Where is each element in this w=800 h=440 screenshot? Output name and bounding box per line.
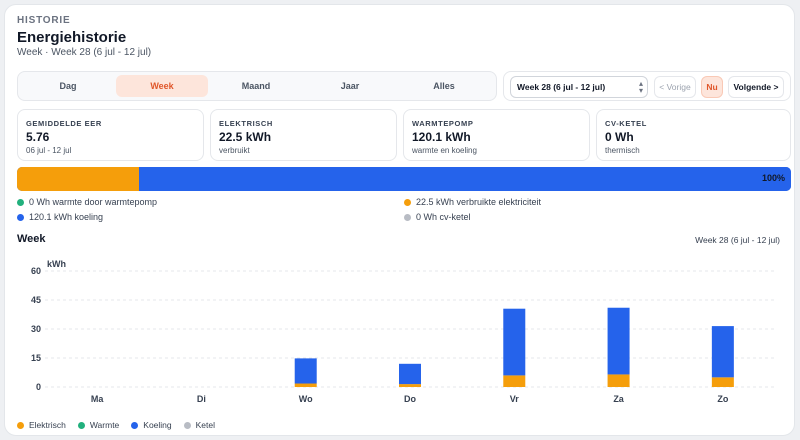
tab-dag[interactable]: Dag [59, 81, 77, 91]
stat-sub: warmte en koeling [412, 146, 477, 155]
summary-legend-electric: 22.5 kWh verbruikte elektriciteit [404, 197, 541, 207]
stat-value: 0 Wh [605, 130, 634, 144]
share-percent: 100% [761, 173, 785, 183]
legend-dot [77, 421, 85, 429]
x-tick-label: Vr [510, 394, 520, 404]
y-tick-label: 15 [31, 353, 41, 363]
legend-label: Koeling [143, 420, 172, 430]
legend-label: Ketel [195, 420, 216, 430]
energy-share-bar: 100% [17, 167, 791, 191]
section-eyebrow: HISTORIE [17, 15, 71, 26]
weekly-energy-chart: 0 15 30 45 60 kWh Ma Di Wo Do Vr Za Zo [31, 259, 775, 404]
bar-elektrisch-vr [503, 375, 526, 387]
now-button[interactable]: Nu [701, 76, 723, 98]
share-segment-electric [17, 167, 140, 191]
summary-legend-text: 0 Wh warmte door warmtepomp [29, 197, 158, 207]
summary-legend-heat: 0 Wh warmte door warmtepomp [17, 197, 157, 207]
legend-dot [404, 198, 411, 206]
stat-card-cv-ketel: CV-KETEL 0 Wh thermisch [596, 109, 791, 161]
period-select[interactable]: Week 28 (6 jul - 12 jul) ▴ ▾ [510, 76, 648, 98]
stat-label: CV-KETEL [605, 119, 647, 128]
y-tick-label: 0 [36, 382, 41, 392]
x-tick-label: Zo [717, 394, 728, 404]
legend-label: Warmte [89, 420, 120, 430]
next-button[interactable]: Volgende > [728, 76, 784, 98]
chart-title: Week [17, 233, 46, 245]
bar-koeling-wo [294, 358, 317, 384]
bar-koeling-zo [711, 326, 734, 378]
summary-legend-text: 0 Wh cv-ketel [416, 212, 471, 222]
tab-alles[interactable]: Alles [433, 81, 455, 91]
x-tick-label: Ma [91, 394, 104, 404]
stat-value: 120.1 kWh [412, 130, 471, 144]
page-subtitle: Week · Week 28 (6 jul - 12 jul) [17, 47, 152, 58]
y-tick-label: 45 [31, 295, 41, 305]
legend-dot [131, 421, 139, 429]
page-title: Energiehistorie [17, 29, 127, 46]
bar-elektrisch-za [607, 374, 630, 387]
share-segment-cooling [139, 167, 791, 191]
stat-value: 22.5 kWh [219, 130, 272, 144]
chart-legend-item: Elektrisch [17, 420, 66, 430]
legend-dot [17, 421, 24, 429]
bar-elektrisch-zo [711, 377, 734, 387]
chart-legend-item: Ketel [183, 420, 216, 430]
stat-label: ELEKTRISCH [219, 119, 273, 128]
x-tick-label: Wo [299, 394, 313, 404]
summary-legend-boiler: 0 Wh cv-ketel [404, 212, 471, 222]
summary-legend-text: 120.1 kWh koeling [29, 212, 104, 222]
bar-elektrisch-wo [294, 383, 317, 387]
stat-sub: 06 jul - 12 jul [26, 146, 72, 155]
stat-card-elektrisch: ELEKTRISCH 22.5 kWh verbruikt [210, 109, 397, 161]
range-controls: Week 28 (6 jul - 12 jul) ▴ ▾ < Vorige Nu … [503, 71, 791, 101]
period-select-value: Week 28 (6 jul - 12 jul) [517, 82, 606, 92]
chart-legend-item: Warmte [77, 420, 120, 430]
legend-dot [404, 213, 411, 221]
tab-week[interactable]: Week [116, 75, 208, 97]
chart-legend-item: Koeling [131, 420, 172, 430]
y-axis-label: kWh [47, 259, 66, 269]
x-tick-label: Di [197, 394, 206, 404]
x-tick-label: Za [613, 394, 624, 404]
y-tick-label: 60 [31, 266, 41, 276]
stat-sub: verbruikt [219, 146, 250, 155]
summary-legend-text: 22.5 kWh verbruikte elektriciteit [416, 197, 542, 207]
tab-jaar[interactable]: Jaar [340, 81, 360, 91]
tab-maand[interactable]: Maand [241, 81, 271, 91]
bar-koeling-vr [503, 308, 526, 376]
period-tabs: Dag Week Maand Jaar Alles [17, 71, 497, 101]
stat-label: WARMTEPOMP [412, 119, 474, 128]
previous-button[interactable]: < Vorige [654, 76, 696, 98]
bar-elektrisch-do [399, 384, 421, 387]
stat-sub: thermisch [605, 146, 640, 155]
legend-dot [183, 421, 191, 429]
y-tick-label: 30 [31, 324, 41, 334]
chart-legend: Elektrisch Warmte Koeling Ketel [17, 420, 227, 430]
stat-card-warmtepomp: WARMTEPOMP 120.1 kWh warmte en koeling [403, 109, 590, 161]
energy-history-card: HISTORIE Energiehistorie Week · Week 28 … [4, 4, 795, 436]
stat-card-eer: GEMIDDELDE EER 5.76 06 jul - 12 jul [17, 109, 204, 161]
legend-label: Elektrisch [29, 420, 66, 430]
legend-dot [17, 198, 24, 206]
summary-legend-cooling: 120.1 kWh koeling [17, 212, 103, 222]
bar-koeling-za [607, 307, 630, 375]
chart-range: Week 28 (6 jul - 12 jul) [695, 235, 780, 245]
stat-label: GEMIDDELDE EER [26, 119, 102, 128]
legend-dot [17, 213, 24, 221]
chevron-updown-icon: ▴ ▾ [638, 79, 643, 95]
bar-koeling-do [399, 363, 421, 385]
x-tick-label: Do [404, 394, 416, 404]
stat-value: 5.76 [26, 130, 50, 144]
